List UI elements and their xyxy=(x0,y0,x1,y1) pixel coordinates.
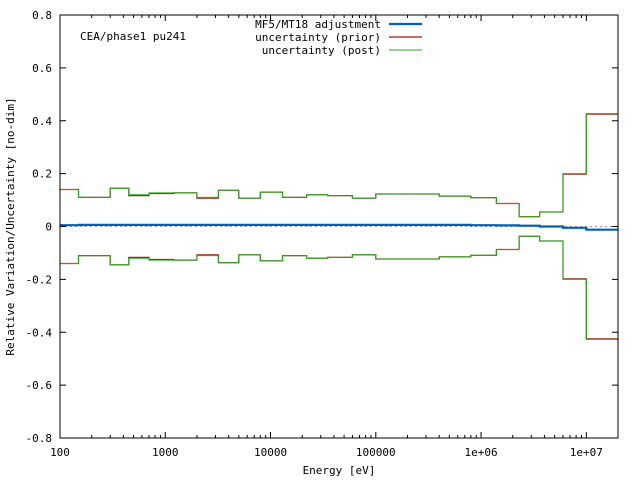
y-tick-label: 0.8 xyxy=(32,9,52,22)
y-tick-label: 0.4 xyxy=(32,115,52,128)
y-axis-title: Relative Variation/Uncertainty [no-dim] xyxy=(4,97,17,355)
legend-label: uncertainty (prior) xyxy=(255,31,381,44)
y-tick-label: -0.8 xyxy=(26,432,53,445)
series-layer xyxy=(60,113,618,340)
y-tick-label: -0.6 xyxy=(26,379,53,392)
legend-label: MF5/MT18 adjustment xyxy=(255,18,381,31)
x-tick-label: 1e+06 xyxy=(464,446,497,459)
x-tick-label: 1e+07 xyxy=(570,446,603,459)
y-tick-label: 0.2 xyxy=(32,168,52,181)
x-axis-title: Energy [eV] xyxy=(303,464,376,477)
series-adjustment xyxy=(60,223,618,231)
x-tick-label: 100000 xyxy=(356,446,396,459)
x-tick-label: 10000 xyxy=(254,446,287,459)
series-post-upper xyxy=(60,113,618,218)
y-tick-label: -0.4 xyxy=(26,326,53,339)
series-post-lower xyxy=(60,235,618,340)
y-tick-label: 0.6 xyxy=(32,62,52,75)
chart-annotation: CEA/phase1 pu241 xyxy=(80,30,186,43)
y-tick-label: 0 xyxy=(45,221,52,234)
legend-label: uncertainty (post) xyxy=(262,44,381,57)
y-tick-label: -0.2 xyxy=(26,273,53,286)
ticks-layer: -0.8 -0.6 -0.4 -0.2 0 0.2 0.4 0.6 0.8 100 1000 1000… xyxy=(26,9,619,459)
x-tick-label: 1000 xyxy=(152,446,179,459)
x-tick-label: 100 xyxy=(50,446,70,459)
